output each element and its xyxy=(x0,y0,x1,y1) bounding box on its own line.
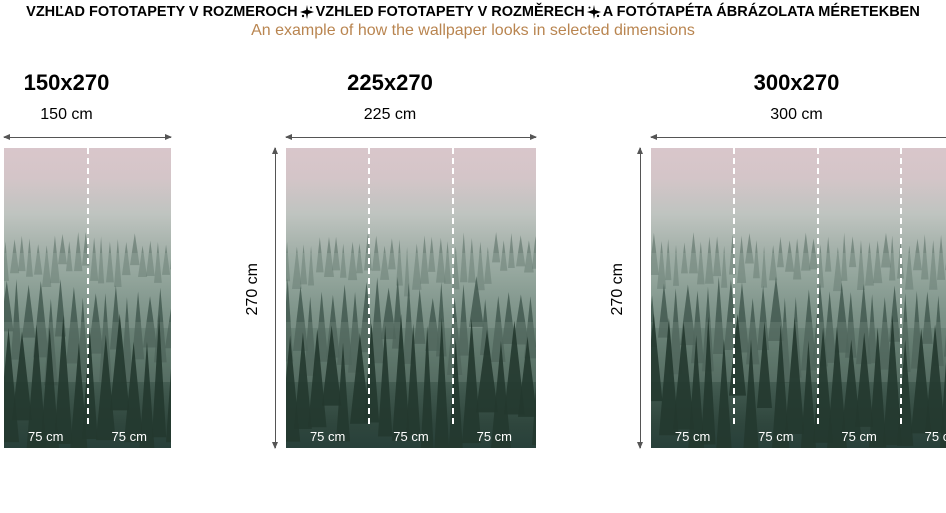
segment-label: 75 cm xyxy=(901,429,946,444)
size-panel: 300x270300 cm270 cm75 cm75 cm75 cm75 cm xyxy=(600,70,946,448)
diagram-row: 270 cm75 cm75 cm xyxy=(0,130,171,448)
segment-labels: 75 cm75 cm75 cm xyxy=(286,429,536,444)
panel-title: 225x270 xyxy=(347,70,433,96)
wallpaper-preview: 75 cm75 cm xyxy=(4,148,171,448)
segment-label: 75 cm xyxy=(453,429,536,444)
segment-label: 75 cm xyxy=(286,429,369,444)
header: VZHĽAD FOTOTAPETY V ROZMEROCH VZHLED FOT… xyxy=(0,0,946,40)
size-panel: 225x270225 cm270 cm75 cm75 cm75 cm xyxy=(235,70,545,448)
segment-label: 75 cm xyxy=(369,429,452,444)
segment-labels: 75 cm75 cm xyxy=(4,429,171,444)
wallpaper-preview: 75 cm75 cm75 cm75 cm xyxy=(651,148,946,448)
panels-container: 150x270150 cm270 cm75 cm75 cm225x270225 … xyxy=(0,70,946,448)
panel-title: 300x270 xyxy=(754,70,840,96)
segment-labels: 75 cm75 cm75 cm75 cm xyxy=(651,429,946,444)
forest-graphic xyxy=(286,148,536,448)
width-arrow-icon xyxy=(651,130,946,144)
sparkle-icon xyxy=(300,5,314,19)
segment-label: 75 cm xyxy=(651,429,734,444)
image-column: 75 cm75 cm75 cm75 cm xyxy=(651,130,946,448)
title-sk: VZHĽAD FOTOTAPETY V ROZMEROCH xyxy=(26,4,297,20)
segment-label: 75 cm xyxy=(4,429,88,444)
panel-divider xyxy=(368,148,370,424)
panel-divider xyxy=(817,148,819,424)
width-arrow-icon xyxy=(286,130,536,144)
segment-label: 75 cm xyxy=(734,429,817,444)
diagram-row: 270 cm75 cm75 cm75 cm75 cm xyxy=(609,130,946,448)
size-panel: 150x270 150 cm 270 cm75 cm75 cm xyxy=(0,70,180,448)
forest-graphic xyxy=(651,148,946,448)
panel-divider xyxy=(452,148,454,424)
image-column: 75 cm75 cm75 cm xyxy=(286,130,536,448)
header-titles: VZHĽAD FOTOTAPETY V ROZMEROCH VZHLED FOT… xyxy=(0,4,946,20)
diagram-row: 270 cm75 cm75 cm75 cm xyxy=(244,130,536,448)
panel-divider xyxy=(900,148,902,424)
height-label: 270 cm xyxy=(609,263,627,315)
width-label: 150 cm xyxy=(40,106,92,124)
title-hu: A FOTÓTAPÉTA ÁBRÁZOLATA MÉRETEKBEN xyxy=(603,4,920,20)
width-label: 300 cm xyxy=(770,106,822,124)
image-column: 75 cm75 cm xyxy=(4,130,171,448)
panel-divider xyxy=(733,148,735,424)
height-arrow-icon xyxy=(633,148,647,448)
height-arrow-icon xyxy=(268,148,282,448)
width-arrow-icon xyxy=(4,130,171,144)
segment-label: 75 cm xyxy=(88,429,172,444)
wallpaper-preview: 75 cm75 cm75 cm xyxy=(286,148,536,448)
width-label: 225 cm xyxy=(364,106,416,124)
panel-title: 150x270 xyxy=(24,70,110,96)
segment-label: 75 cm xyxy=(818,429,901,444)
height-label: 270 cm xyxy=(244,263,262,315)
panel-divider xyxy=(87,148,89,424)
sparkle-icon xyxy=(587,5,601,19)
title-cz: VZHLED FOTOTAPETY V ROZMĚRECH xyxy=(316,4,585,20)
subtitle: An example of how the wallpaper looks in… xyxy=(0,22,946,40)
